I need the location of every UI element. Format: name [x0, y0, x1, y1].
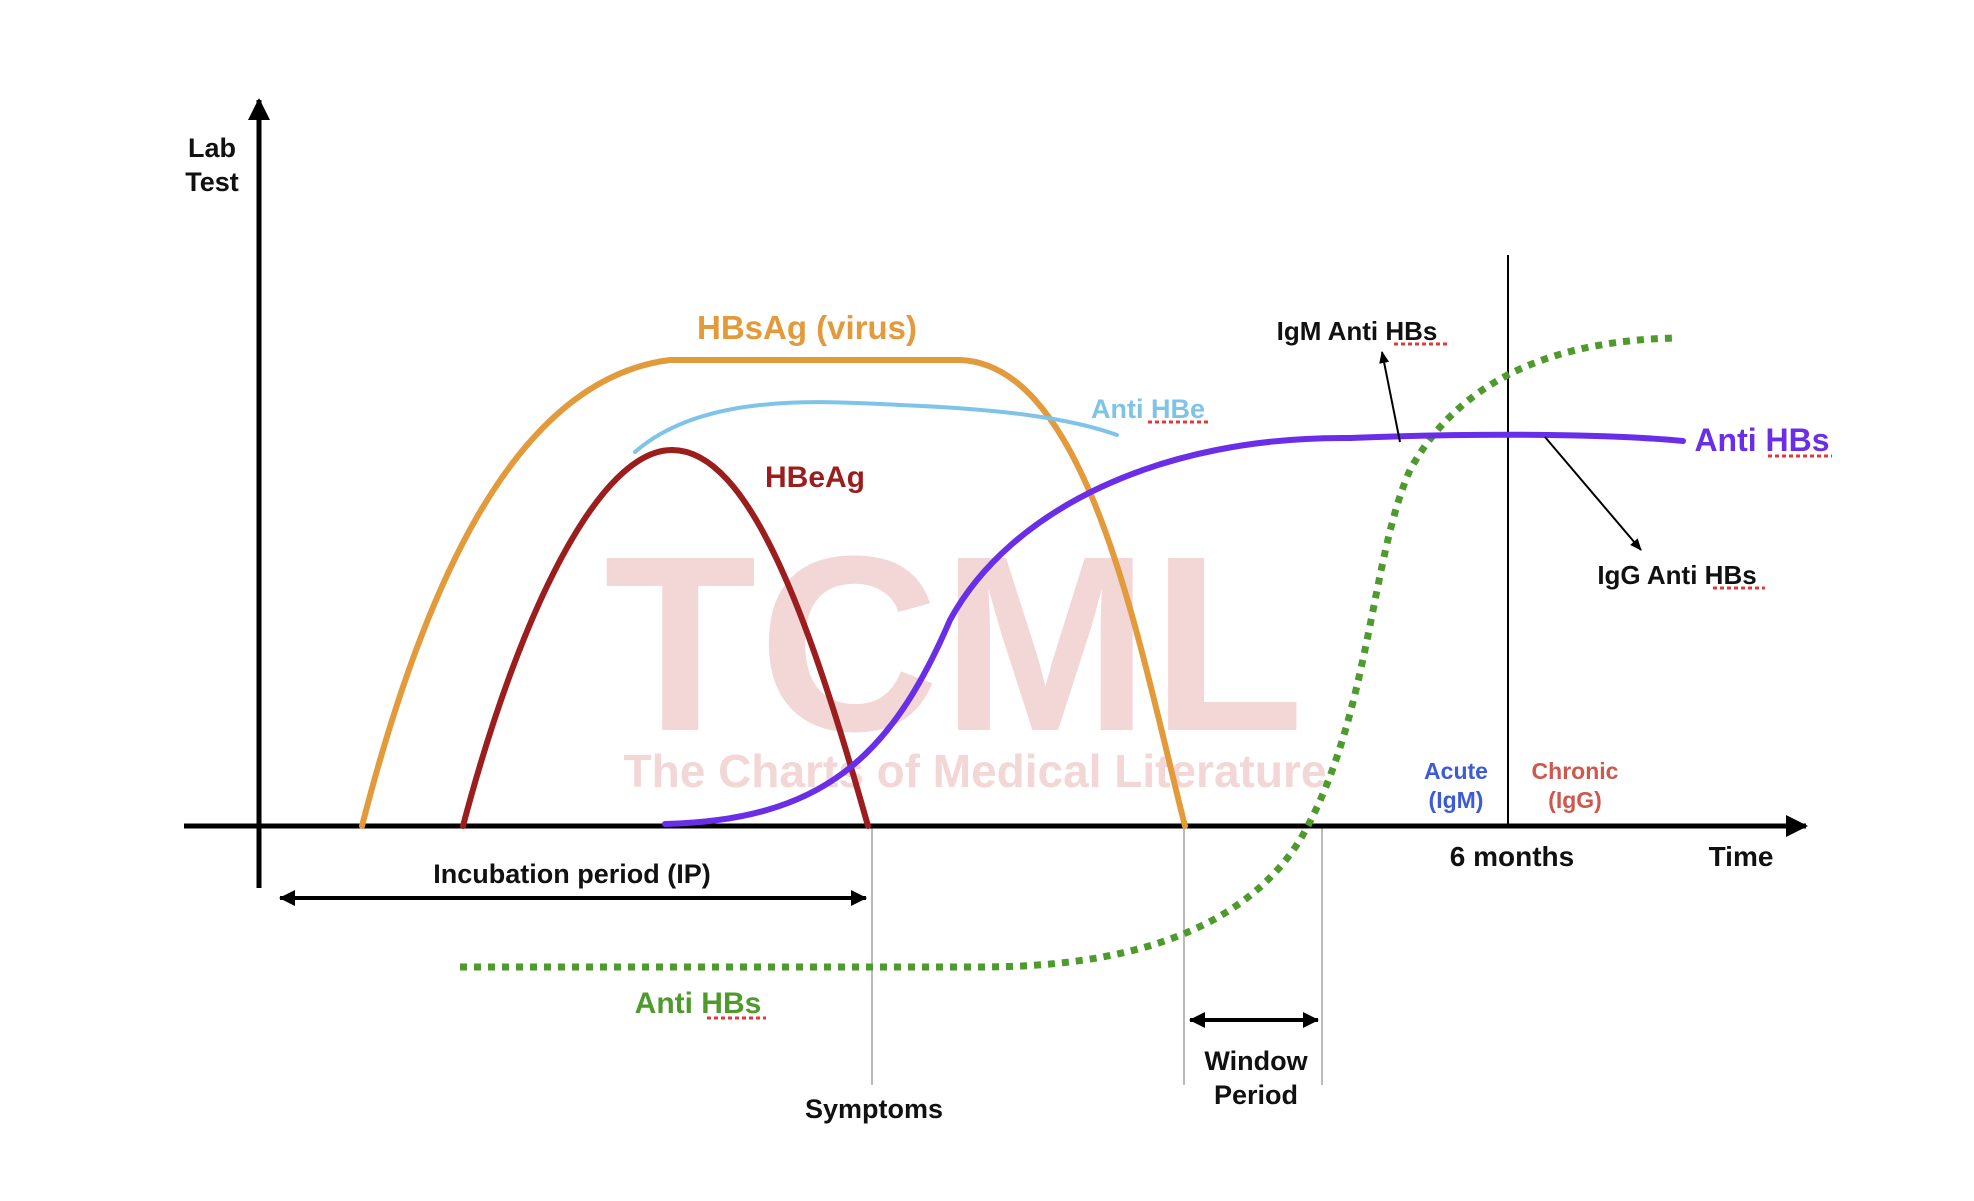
- symptoms-label: Symptoms: [805, 1094, 943, 1124]
- window-label-line2: Period: [1214, 1080, 1298, 1110]
- y-axis-label-line2: Test: [185, 167, 239, 197]
- anti-hbe-curve: [633, 400, 1119, 454]
- x-axis-label: Time: [1709, 841, 1774, 872]
- anti-hbs-green-label: Anti HBs: [635, 987, 762, 1020]
- acute-label-line2: (IgM): [1429, 787, 1484, 813]
- hbeag-curve: [460, 446, 871, 829]
- hbeag-label: HBeAg: [765, 461, 865, 494]
- six-months-label: 6 months: [1450, 841, 1574, 872]
- watermark: TCML The Charts of Medical Literature: [604, 504, 1327, 797]
- hbsag-label: HBsAg (virus): [697, 309, 917, 346]
- watermark-tagline: The Charts of Medical Literature: [624, 745, 1327, 797]
- igg-pointer-arrow: [1544, 436, 1642, 551]
- anti-hbs-green-curve: [460, 334, 1676, 971]
- igm-label: IgM Anti HBs: [1277, 316, 1438, 346]
- hbsag-curve: [359, 357, 1188, 829]
- window-label-line1: Window: [1204, 1046, 1308, 1076]
- igg-label: IgG Anti HBs: [1597, 560, 1756, 590]
- incubation-label: Incubation period (IP): [433, 859, 711, 889]
- chronic-label-line1: Chronic: [1532, 758, 1619, 784]
- igm-pointer-arrow: [1379, 351, 1401, 443]
- anti-hbs-purple-curve: [662, 431, 1686, 827]
- anti-hbs-purple-label: Anti HBs: [1694, 422, 1829, 458]
- watermark-logo: TCML: [604, 504, 1306, 783]
- y-axis-label-line1: Lab: [188, 133, 236, 163]
- acute-label-line1: Acute: [1424, 758, 1488, 784]
- chronic-label-line2: (IgG): [1548, 787, 1602, 813]
- anti-hbe-label: Anti HBe: [1091, 394, 1205, 424]
